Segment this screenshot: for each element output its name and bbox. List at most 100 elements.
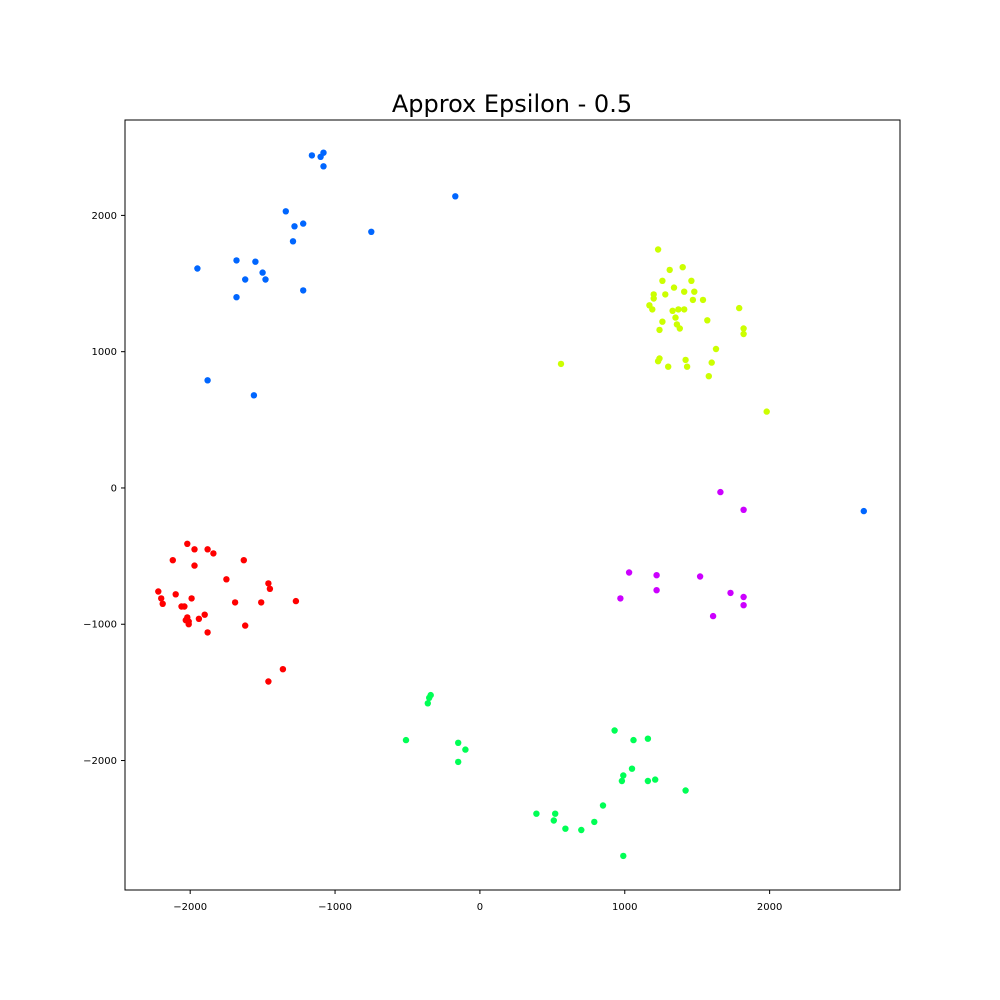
y-tick-label: 1000 (92, 347, 117, 358)
data-point (682, 787, 689, 794)
data-point (455, 739, 462, 746)
data-point (455, 758, 462, 766)
data-point (688, 277, 695, 284)
data-point (691, 288, 698, 295)
data-point (562, 825, 569, 832)
ticks-layer: −2000 −1000 0 1000 2000 −2000 −1000 0 1000 2000 (83, 211, 782, 913)
data-point (644, 777, 652, 785)
data-point (708, 359, 715, 366)
data-point (620, 852, 627, 860)
data-point (262, 276, 269, 283)
data-point (368, 228, 375, 235)
data-point (240, 557, 247, 564)
data-point (424, 700, 431, 707)
y-tick-label: 2000 (92, 211, 117, 222)
data-point (291, 223, 298, 230)
data-point (223, 576, 230, 583)
data-point (665, 363, 672, 370)
data-point (233, 257, 240, 264)
data-point (740, 593, 747, 601)
data-point (672, 314, 679, 321)
data-point (191, 562, 198, 569)
data-point (689, 296, 697, 304)
data-point (204, 629, 211, 636)
data-point (656, 326, 663, 334)
data-point (763, 408, 770, 415)
chart-title: Approx Epsilon - 0.5 (392, 90, 632, 118)
data-point (712, 345, 720, 353)
data-point (185, 621, 192, 628)
data-point (265, 678, 272, 685)
data-point (654, 246, 662, 253)
data-point (172, 591, 179, 598)
data-point (650, 295, 657, 302)
data-point (740, 602, 747, 609)
data-point (578, 826, 585, 834)
data-point (210, 550, 217, 557)
data-point (265, 580, 272, 587)
data-point (181, 603, 188, 610)
data-point (736, 304, 743, 312)
data-point (591, 818, 598, 826)
data-point (681, 306, 688, 313)
x-tick-label: 2000 (757, 902, 782, 913)
data-point (696, 573, 704, 580)
data-point (662, 291, 669, 298)
plot-frame (124, 119, 901, 891)
data-point (659, 318, 666, 325)
x-tick-label: −1000 (318, 902, 352, 913)
data-point (682, 356, 689, 364)
data-point (717, 488, 724, 496)
data-point (282, 208, 289, 215)
data-point (625, 569, 633, 576)
data-point (204, 546, 211, 553)
data-point (644, 735, 652, 742)
data-point (675, 306, 682, 313)
data-point (233, 294, 240, 301)
data-point (300, 287, 307, 294)
data-point (191, 546, 198, 553)
data-point (252, 258, 259, 265)
data-point (652, 776, 659, 783)
data-point (653, 587, 660, 594)
x-tick-label: 0 (477, 902, 483, 913)
data-point (727, 589, 734, 597)
y-tick-label: 0 (111, 483, 117, 494)
data-point (188, 595, 195, 602)
data-point (669, 307, 676, 314)
data-point (533, 810, 540, 817)
data-point (649, 306, 656, 313)
data-point (266, 585, 274, 592)
data-point (653, 572, 660, 579)
data-point (681, 288, 688, 295)
data-point (683, 363, 691, 370)
data-point (676, 325, 683, 332)
data-point (402, 736, 410, 744)
y-tick-label: −2000 (83, 756, 117, 767)
data-point (709, 612, 717, 620)
data-point (611, 727, 618, 734)
data-point (552, 810, 559, 817)
data-point (231, 599, 239, 606)
data-point (666, 266, 673, 274)
data-point (159, 600, 166, 607)
data-point (300, 220, 307, 227)
data-point (699, 296, 707, 304)
data-point (195, 615, 203, 622)
data-point (250, 392, 258, 399)
data-point (242, 622, 249, 629)
data-point (618, 777, 626, 785)
data-point (557, 360, 565, 368)
data-point (320, 163, 327, 170)
data-point (158, 595, 165, 602)
data-point (242, 276, 249, 283)
data-point (462, 746, 469, 753)
data-point (705, 373, 712, 380)
points-layer (155, 149, 867, 860)
x-tick-label: 1000 (612, 902, 637, 913)
data-point (308, 152, 316, 159)
data-point (550, 817, 557, 824)
data-point (258, 599, 265, 606)
data-point (628, 765, 636, 772)
